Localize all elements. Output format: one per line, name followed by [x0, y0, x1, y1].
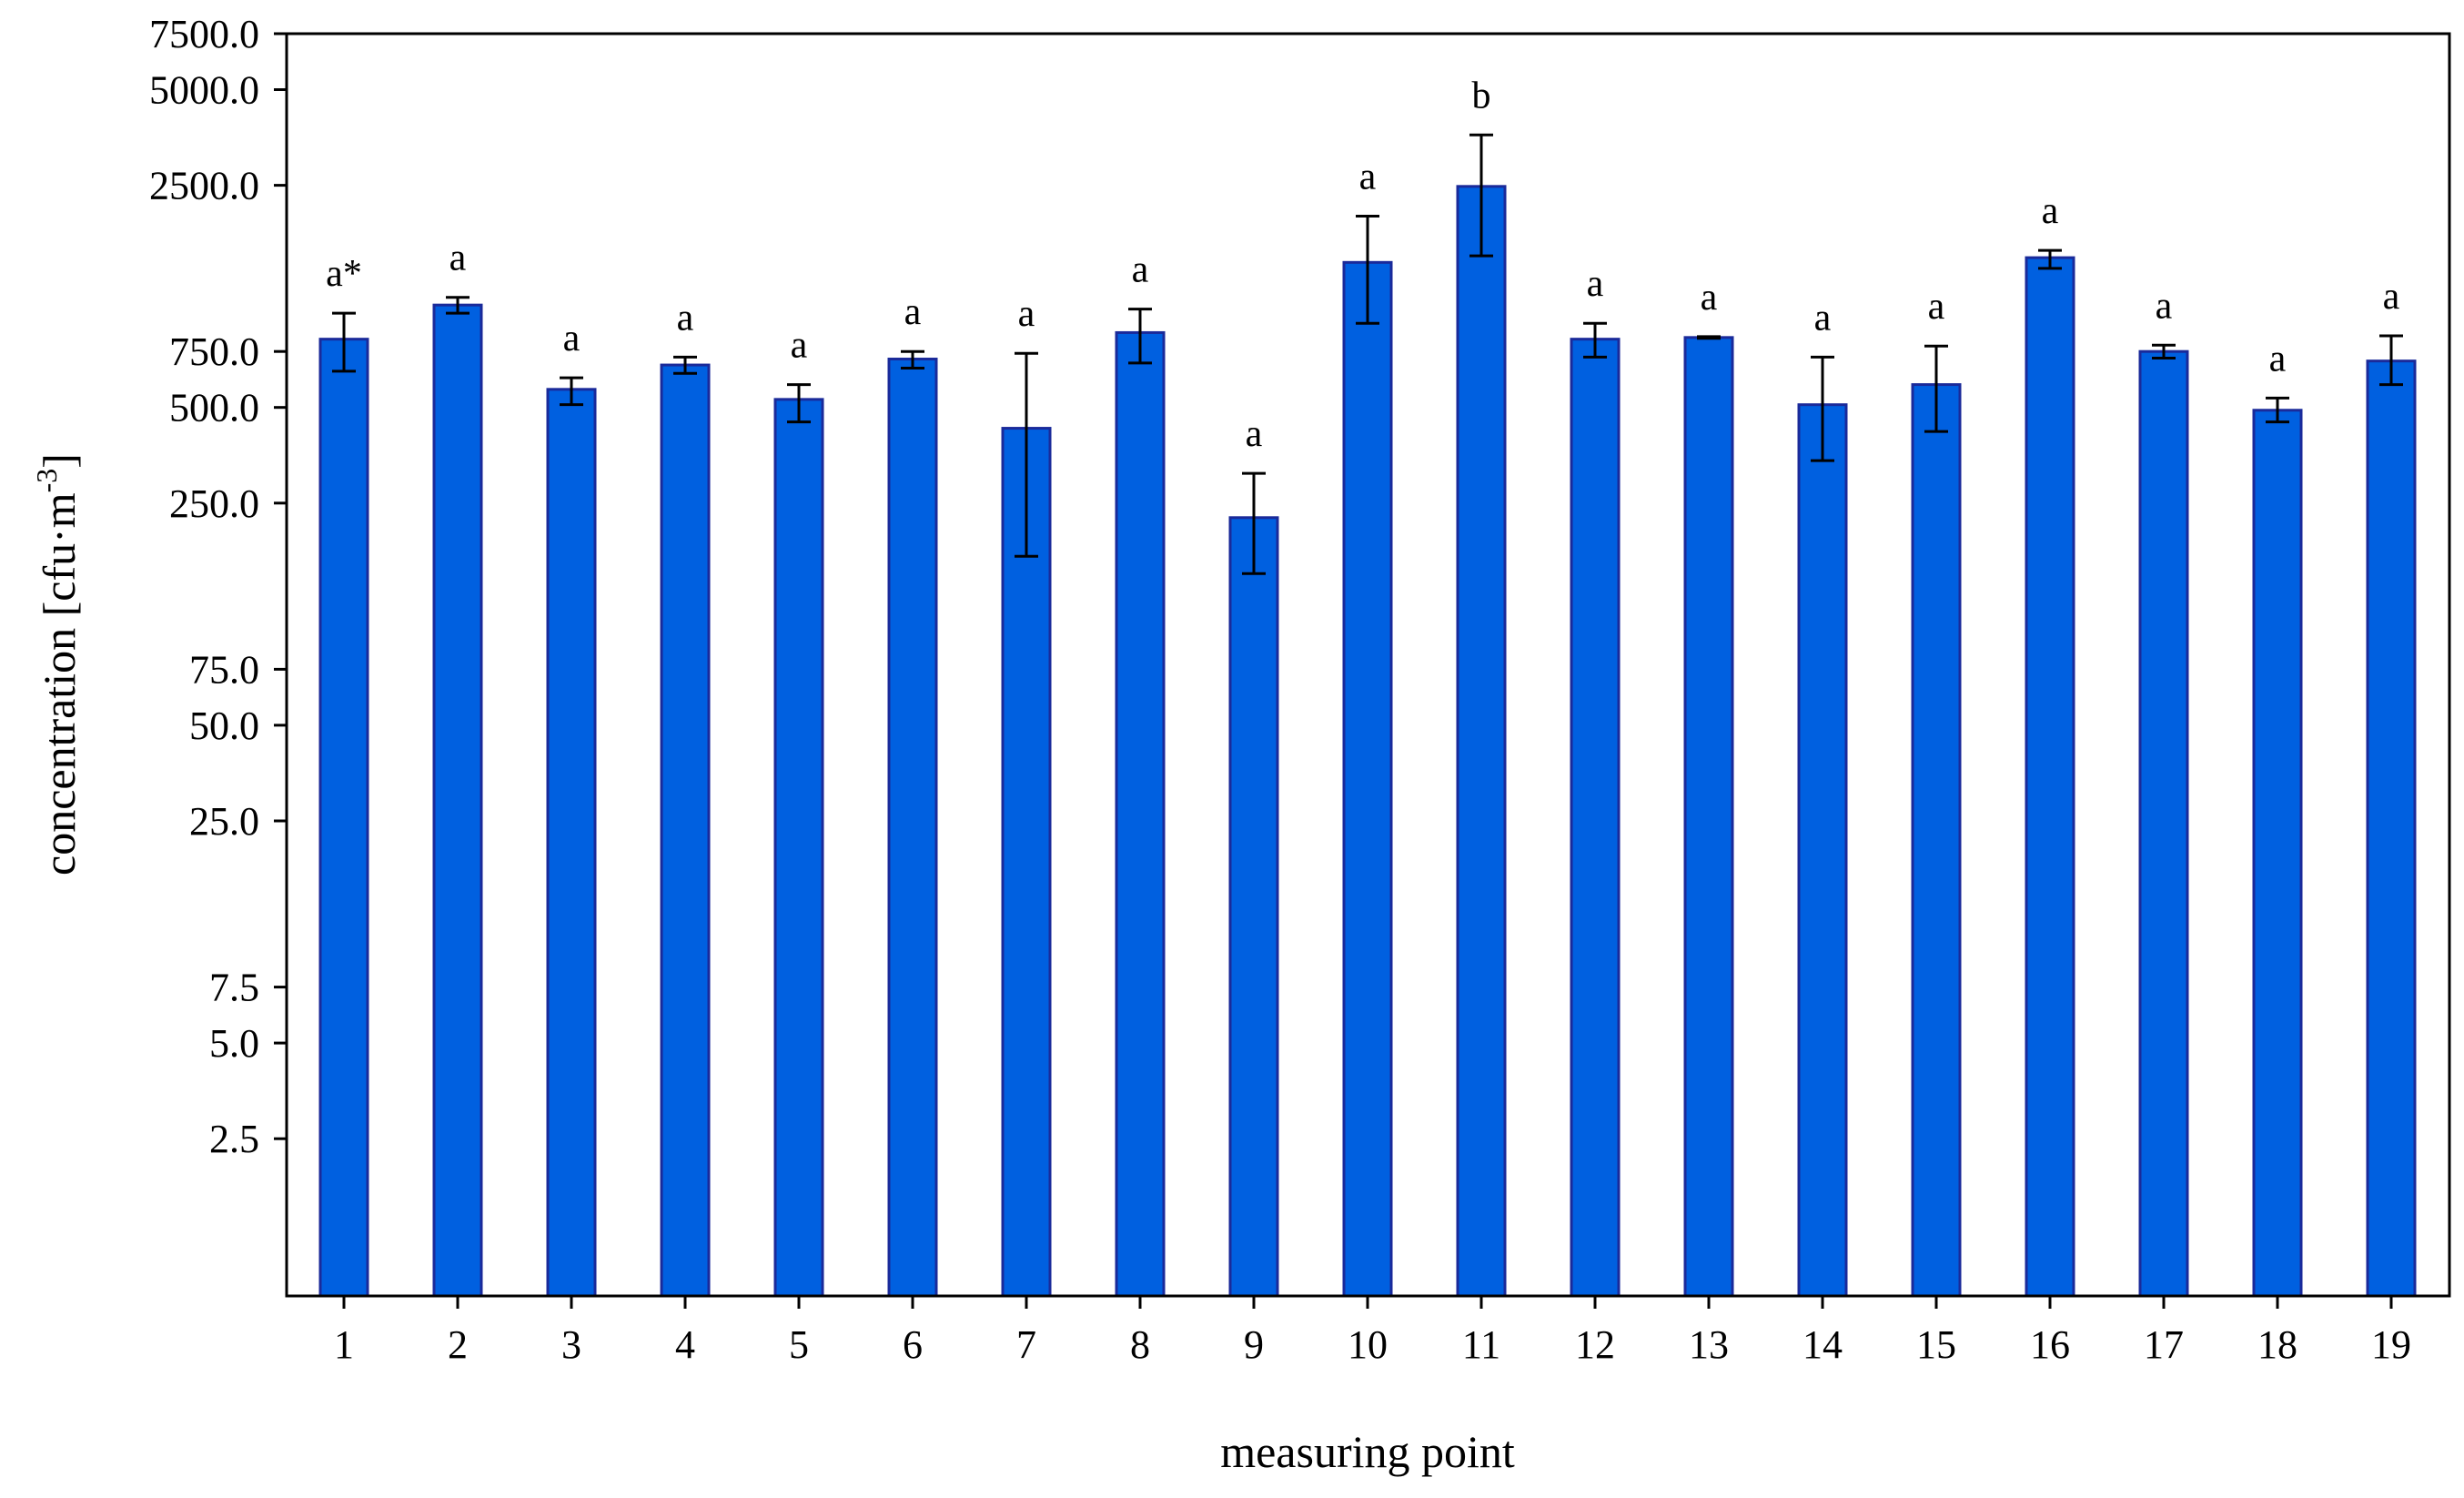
group-label-16: a [2042, 190, 2059, 232]
group-label-17: a [2156, 285, 2173, 327]
y-tick-label-5000.0: 5000.0 [149, 67, 259, 112]
x-tick-label-7: 7 [1016, 1322, 1036, 1367]
bar-7 [1001, 427, 1052, 1298]
group-label-12: a [1587, 263, 1604, 305]
y-tick-label-7500.0: 7500.0 [149, 12, 259, 56]
y-tick-label-250.0: 250.0 [169, 481, 259, 526]
x-tick-label-11: 11 [1462, 1322, 1500, 1367]
bar-1 [318, 338, 369, 1298]
x-tick-label-3: 3 [561, 1322, 581, 1367]
group-label-3: a [563, 318, 581, 359]
group-label-5: a [791, 325, 808, 367]
x-tick-label-9: 9 [1244, 1322, 1264, 1367]
bar-6 [887, 358, 938, 1298]
y-tick-label-5.0: 5.0 [209, 1021, 259, 1066]
bar-10 [1342, 260, 1393, 1298]
x-tick-label-18: 18 [2257, 1322, 2297, 1367]
group-label-18: a [2269, 338, 2287, 380]
bar-13 [1683, 336, 1734, 1298]
y-axis-ticks: 2.5 5.0 7.5 25.0 50.0 75.0 250.0 500.0 750.0 2500… [149, 12, 287, 1161]
bars-layer [318, 185, 2417, 1298]
group-label-7: a [1018, 293, 1035, 335]
x-tick-label-17: 17 [2144, 1322, 2184, 1367]
bar-18 [2252, 409, 2303, 1298]
group-label-1: a* [326, 253, 362, 295]
group-labels-layer: a* a a a a a a a a a b a a a a a a a a [326, 75, 2400, 455]
group-label-2: a [449, 238, 467, 279]
bar-11 [1456, 185, 1507, 1298]
group-label-4: a [677, 297, 694, 339]
bar-8 [1115, 330, 1166, 1298]
x-tick-label-4: 4 [675, 1322, 695, 1367]
group-label-10: a [1359, 156, 1377, 197]
bar-16 [2025, 256, 2075, 1298]
bar-2 [432, 303, 483, 1298]
x-tick-label-5: 5 [789, 1322, 809, 1367]
y-tick-label-7.5: 7.5 [209, 966, 259, 1010]
x-tick-label-19: 19 [2371, 1322, 2411, 1367]
x-tick-label-16: 16 [2030, 1322, 2070, 1367]
y-axis-title-base: concentration [cfu·m [34, 492, 85, 876]
x-tick-label-1: 1 [334, 1322, 354, 1367]
group-label-15: a [1928, 286, 1945, 328]
x-tick-label-6: 6 [903, 1322, 923, 1367]
x-tick-label-12: 12 [1575, 1322, 1615, 1367]
group-label-6: a [904, 291, 922, 333]
bar-12 [1570, 338, 1621, 1298]
bar-4 [660, 363, 711, 1298]
group-label-9: a [1246, 413, 1263, 455]
group-label-14: a [1814, 297, 1832, 339]
y-tick-label-50.0: 50.0 [189, 703, 259, 748]
group-label-13: a [1701, 277, 1718, 319]
error-bars-layer [332, 133, 2403, 575]
x-tick-label-2: 2 [448, 1322, 468, 1367]
y-tick-label-2500.0: 2500.0 [149, 164, 259, 208]
y-tick-label-2.5: 2.5 [209, 1117, 259, 1161]
y-tick-label-25.0: 25.0 [189, 799, 259, 844]
y-axis-title: concentration [cfu·m-3] [30, 453, 85, 876]
group-label-19: a [2383, 276, 2400, 318]
bar-19 [2366, 359, 2417, 1298]
y-tick-label-75.0: 75.0 [189, 647, 259, 692]
x-tick-label-15: 15 [1916, 1322, 1956, 1367]
y-tick-label-750.0: 750.0 [169, 329, 259, 374]
bar-15 [1911, 383, 1962, 1298]
bar-14 [1797, 403, 1848, 1298]
x-axis-ticks: 1 2 3 4 5 6 7 8 9 10 11 12 13 14 15 16 17 18 19 [334, 1296, 2411, 1367]
x-tick-label-13: 13 [1689, 1322, 1729, 1367]
bar-5 [773, 398, 824, 1298]
bar-17 [2138, 349, 2189, 1298]
group-label-8: a [1132, 249, 1149, 291]
y-axis-title-close: ] [34, 453, 85, 469]
bar-3 [546, 388, 597, 1298]
y-axis-title-superscript: -3 [30, 469, 63, 493]
y-tick-label-500.0: 500.0 [169, 386, 259, 430]
x-axis-title: measuring point [1220, 1426, 1515, 1477]
x-tick-label-14: 14 [1803, 1322, 1843, 1367]
x-tick-label-10: 10 [1348, 1322, 1388, 1367]
group-label-11: b [1472, 75, 1491, 116]
x-tick-label-8: 8 [1130, 1322, 1150, 1367]
bar-9 [1228, 516, 1279, 1298]
